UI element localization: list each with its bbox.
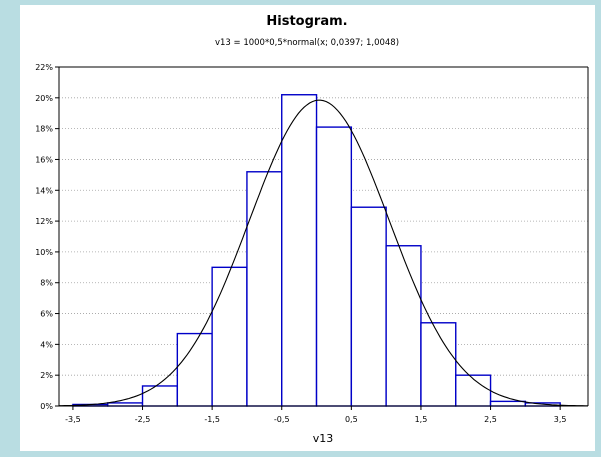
histogram-bar-8 <box>350 206 387 407</box>
y-tick-label-7: 14% <box>35 186 53 195</box>
y-tick-label-8: 16% <box>35 155 53 164</box>
chart-subtitle: v13 = 1000*0,5*normal(x; 0,0397; 1,0048) <box>215 38 399 48</box>
x-axis-ticks: -3,5 -2,5 -1,5 -0,5 0,5 1,5 2,5 3,5 <box>65 406 567 424</box>
y-tick-label-9: 18% <box>35 125 53 134</box>
x-tick-label-2: -1,5 <box>204 415 220 424</box>
histogram-bar-3 <box>176 332 213 407</box>
x-tick-label-6: 2,5 <box>484 415 497 424</box>
histogram-bar-4 <box>211 266 248 407</box>
normal-fit-curve <box>59 99 588 407</box>
histogram-bar-10 <box>420 322 457 407</box>
x-tick-label-4: 0,5 <box>345 415 358 424</box>
histogram-bar-6 <box>281 94 318 407</box>
y-tick-label-4: 8% <box>40 279 53 288</box>
x-tick-label-3: -0,5 <box>274 415 290 424</box>
y-tick-label-10: 20% <box>35 94 53 103</box>
histogram-chart: Histogram. v13 = 1000*0,5*normal(x; 0,03… <box>35 14 589 445</box>
x-tick-label-7: 3,5 <box>554 415 567 424</box>
y-tick-label-11: 22% <box>35 63 53 72</box>
chart-panel: Histogram. v13 = 1000*0,5*normal(x; 0,03… <box>20 5 595 451</box>
y-tick-label-2: 4% <box>40 340 53 349</box>
x-axis-label: v13 <box>313 432 334 445</box>
fit-curve-layer <box>59 99 588 407</box>
histogram-bar-9 <box>385 245 422 407</box>
y-axis-ticks: 0% 2% 4% 6% 8% 10% 12% 14% 16% 18% 20% 22% <box>35 63 59 411</box>
axes <box>58 66 589 407</box>
histogram-bar-12 <box>489 400 527 407</box>
x-tick-label-0: -3,5 <box>65 415 81 424</box>
histogram-bars <box>72 94 561 407</box>
histogram-bar-11 <box>455 374 492 407</box>
y-tick-label-6: 12% <box>35 217 53 226</box>
histogram-bar-2 <box>141 385 179 407</box>
y-tick-label-3: 6% <box>40 310 53 319</box>
x-tick-label-1: -2,5 <box>135 415 151 424</box>
histogram-bar-7 <box>315 126 353 407</box>
chart-title: Histogram. <box>266 14 347 29</box>
y-tick-label-0: 0% <box>40 402 53 411</box>
y-tick-label-1: 2% <box>40 371 53 380</box>
histogram-bar-5 <box>246 171 283 407</box>
y-tick-label-5: 10% <box>35 248 53 257</box>
x-tick-label-5: 1,5 <box>415 415 428 424</box>
